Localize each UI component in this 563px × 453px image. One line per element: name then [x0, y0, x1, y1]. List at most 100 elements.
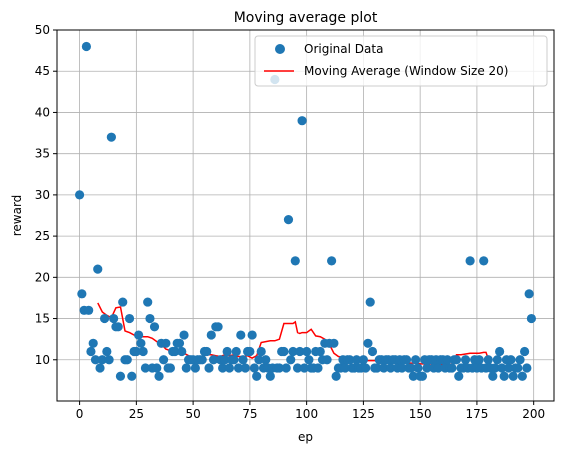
original-data-series: [74, 41, 537, 381]
data-point: [413, 363, 423, 373]
data-point: [465, 256, 475, 266]
data-point: [492, 355, 502, 365]
data-point: [245, 346, 255, 357]
data-point: [488, 371, 498, 381]
data-point: [479, 256, 489, 266]
data-point: [249, 363, 260, 373]
legend-label-moving-average: Moving Average (Window Size 20): [304, 64, 508, 78]
data-point: [499, 371, 509, 381]
data-point: [345, 355, 355, 365]
x-tick-label: 125: [352, 407, 375, 421]
y-tick-label: 40: [35, 105, 50, 119]
data-point: [504, 363, 514, 373]
data-point: [408, 371, 418, 381]
data-point: [124, 313, 135, 324]
x-tick-label: 150: [409, 407, 432, 421]
data-point: [115, 371, 126, 381]
data-point: [361, 363, 371, 373]
data-point: [327, 256, 337, 266]
data-point: [118, 297, 128, 307]
data-point: [422, 363, 432, 373]
data-point: [240, 363, 250, 373]
data-point: [127, 371, 137, 381]
data-point: [283, 215, 294, 225]
data-point: [77, 289, 87, 299]
data-point: [177, 346, 187, 357]
data-point: [358, 355, 368, 365]
data-point: [495, 346, 505, 357]
data-point: [174, 338, 185, 348]
data-point: [152, 363, 162, 373]
data-point: [208, 355, 219, 365]
y-tick-label: 30: [35, 188, 50, 202]
data-point: [506, 355, 516, 365]
data-point: [97, 355, 107, 365]
data-point: [397, 363, 407, 373]
data-point: [365, 297, 375, 307]
plot-frame: [56, 29, 555, 402]
data-point: [106, 132, 116, 142]
data-point: [460, 355, 471, 365]
data-point: [165, 363, 176, 373]
x-tick-label: 75: [242, 407, 257, 421]
data-point: [81, 41, 92, 52]
y-tick-label: 25: [35, 229, 50, 243]
data-point: [233, 363, 244, 373]
data-point: [247, 330, 257, 340]
data-point: [202, 346, 212, 357]
data-point: [238, 355, 248, 365]
data-point: [363, 338, 373, 348]
data-point: [265, 371, 275, 381]
x-tick-label: 0: [76, 407, 84, 421]
data-point: [158, 355, 169, 365]
data-point: [519, 346, 530, 357]
x-tick-label: 175: [465, 407, 488, 421]
data-point: [218, 363, 228, 373]
data-point: [261, 355, 271, 365]
x-tick-label: 25: [129, 407, 144, 421]
y-tick-label: 50: [35, 23, 50, 37]
data-point: [95, 363, 105, 373]
data-point: [74, 190, 85, 200]
data-point: [179, 330, 189, 340]
data-point: [454, 371, 464, 381]
data-point: [279, 346, 289, 357]
data-point: [304, 355, 314, 365]
x-tick-label: 100: [295, 407, 318, 421]
data-point: [299, 363, 309, 373]
legend-label-original-data: Original Data: [304, 42, 383, 56]
data-point: [104, 355, 114, 365]
x-tick-label: 50: [185, 407, 200, 421]
data-point: [131, 346, 141, 357]
data-point: [515, 355, 525, 365]
data-point: [213, 322, 223, 332]
data-point: [229, 355, 239, 365]
data-point: [252, 371, 262, 381]
data-point: [134, 330, 144, 340]
data-point: [204, 363, 214, 373]
data-point: [286, 355, 296, 365]
data-point: [524, 289, 534, 299]
data-point: [351, 355, 362, 365]
data-point: [497, 363, 507, 373]
data-point: [329, 338, 339, 348]
data-point: [99, 313, 110, 324]
data-point: [513, 363, 523, 373]
legend-box: [254, 35, 548, 87]
data-point: [149, 322, 160, 332]
data-point: [292, 363, 303, 373]
data-point: [220, 355, 230, 365]
data-point: [138, 346, 148, 357]
data-point: [322, 355, 332, 365]
data-point: [290, 256, 300, 266]
data-point: [222, 346, 232, 357]
data-point: [406, 363, 416, 373]
data-point: [254, 355, 264, 365]
data-point: [154, 371, 164, 381]
y-tick-label: 10: [35, 353, 50, 367]
data-point: [145, 313, 155, 324]
data-point: [331, 371, 341, 381]
data-point: [302, 346, 312, 357]
legend: Original Data Moving Average (Window Siz…: [254, 35, 548, 87]
data-point: [170, 346, 180, 357]
